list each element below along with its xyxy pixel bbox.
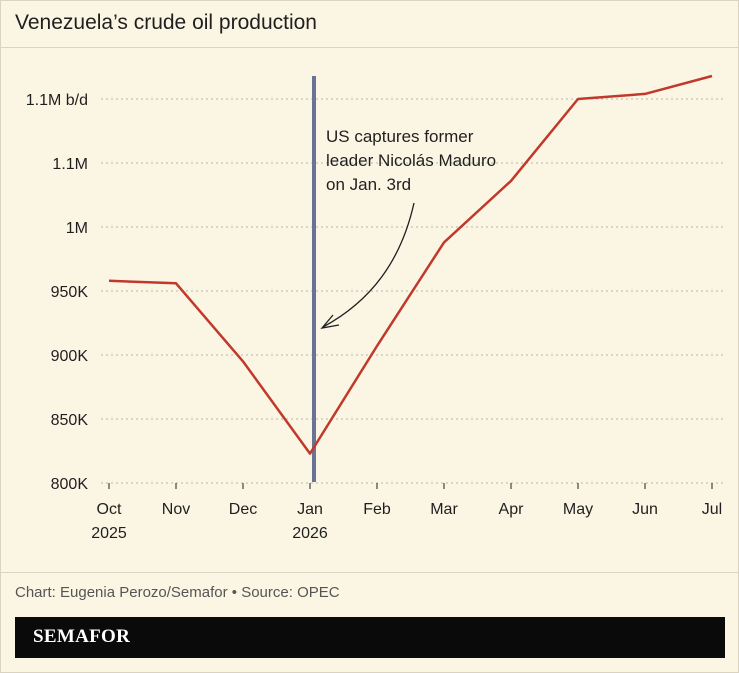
production-line [108, 74, 713, 455]
x-tick-label: Jun [632, 501, 658, 518]
annotation-arrow [322, 202, 415, 328]
x-tick-label: Apr [499, 501, 525, 518]
annotation-arrowhead [320, 314, 340, 329]
event-annotation-text: on Jan. 3rd [326, 175, 411, 194]
y-tick-label: 1.1M [52, 156, 88, 173]
y-tick-label: 950K [51, 284, 89, 301]
annotation-layer: US captures former leader Nicolás Maduro o… [320, 127, 496, 329]
chart-plot: 800K 850K 900K 950K 1M 1.1M 1.1M b/d Oct 2025 No… [26, 74, 725, 542]
y-tick-label: 900K [51, 348, 89, 365]
y-axis-labels: 800K 850K 900K 950K 1M 1.1M 1.1M b/d [26, 92, 89, 493]
x-tick-label: Nov [162, 501, 190, 518]
y-tick-label: 1.1M b/d [26, 92, 88, 109]
event-annotation-text: US captures former [326, 127, 474, 146]
x-tick-label: May [563, 501, 593, 518]
x-tick-label: Jan [297, 501, 323, 518]
y-tick-label: 1M [66, 220, 88, 237]
y-tick-label: 850K [51, 412, 89, 429]
x-tick-label: Dec [229, 501, 257, 518]
x-tick-year-label: 2025 [91, 525, 127, 542]
x-axis-labels: Oct 2025 Nov Dec Jan 2026 Feb Mar Apr May Jun Jul [91, 483, 722, 542]
x-tick-year-label: 2026 [292, 525, 328, 542]
x-tick-label: Mar [430, 501, 458, 518]
brand-logo: SEMAFOR [33, 626, 131, 647]
source-divider [1, 572, 738, 573]
x-tick-label: Jul [702, 501, 722, 518]
footer-bar: SEMAFOR [15, 617, 725, 658]
source-credit: Chart: Eugenia Perozo/Semafor • Source: … [15, 584, 340, 601]
x-tick-label: Oct [97, 501, 122, 518]
event-annotation-text: leader Nicolás Maduro [326, 151, 496, 170]
title-divider [1, 47, 738, 48]
chart-title: Venezuela’s crude oil production [15, 11, 317, 34]
y-tick-label: 800K [51, 476, 89, 493]
series-layer [108, 74, 713, 455]
x-tick-label: Feb [363, 501, 391, 518]
